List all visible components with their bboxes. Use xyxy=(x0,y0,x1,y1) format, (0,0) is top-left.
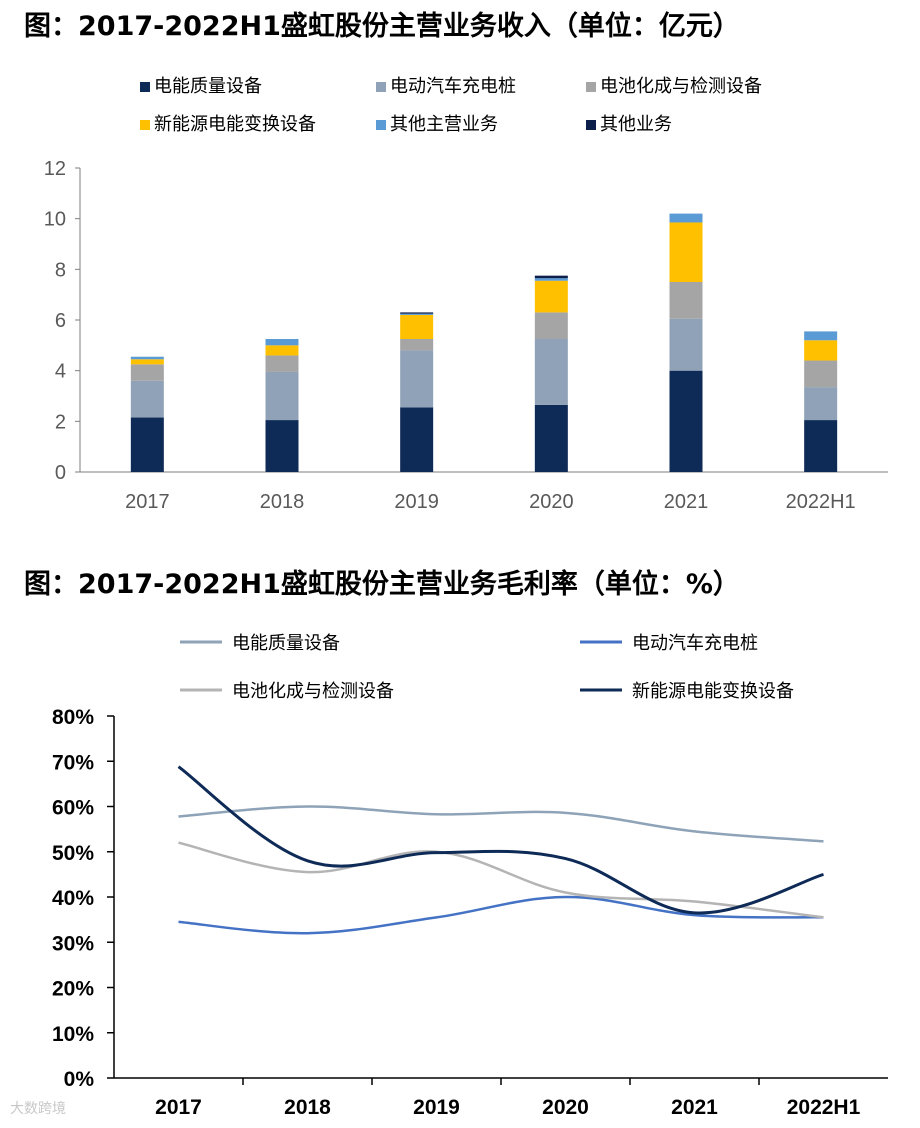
bar-segment xyxy=(534,312,568,339)
x-tick-label: 2021 xyxy=(671,1096,718,1119)
y-tick-label: 6 xyxy=(55,310,66,332)
legend-swatch xyxy=(140,120,150,130)
legend-label: 新能源电能变换设备 xyxy=(632,681,794,702)
x-tick-label: 2022H1 xyxy=(786,491,856,513)
bar-segment xyxy=(400,350,434,408)
y-tick-label: 4 xyxy=(55,361,66,383)
legend-label: 电能质量设备 xyxy=(154,76,262,97)
legend-swatch xyxy=(586,82,596,92)
bar-segment xyxy=(130,380,164,418)
bar-segment xyxy=(265,420,299,472)
series-line xyxy=(178,805,824,843)
bar-segment xyxy=(804,340,838,361)
legend-label: 电动汽车充电桩 xyxy=(390,76,516,97)
bar-segment xyxy=(265,371,299,421)
chart1-title: 图：2017-2022H1盛虹股份主营业务收入（单位：亿元） xyxy=(24,11,740,42)
bar-segment xyxy=(534,404,568,472)
bar-segment xyxy=(804,331,838,341)
legend-label: 电动汽车充电桩 xyxy=(632,633,758,654)
y-tick-label: 10 xyxy=(44,209,66,231)
y-tick-label: 30% xyxy=(52,932,94,955)
x-tick-label: 2020 xyxy=(542,1096,589,1119)
bar-segment xyxy=(669,282,703,319)
y-tick-label: 70% xyxy=(52,751,94,774)
bar-segment xyxy=(130,359,164,365)
y-tick-label: 0% xyxy=(64,1068,95,1091)
bar-segment xyxy=(669,318,703,371)
y-tick-label: 80% xyxy=(52,706,94,729)
bar-segment xyxy=(130,364,164,381)
bar-segment xyxy=(130,356,164,360)
legend-label: 电池化成与检测设备 xyxy=(232,681,394,702)
y-tick-label: 2 xyxy=(55,411,66,433)
x-tick-label: 2020 xyxy=(529,491,574,513)
bar-segment xyxy=(534,278,568,281)
y-tick-label: 50% xyxy=(52,842,94,865)
y-tick-label: 10% xyxy=(52,1023,94,1046)
bar-segment xyxy=(534,280,568,313)
legend-label: 电池化成与检测设备 xyxy=(600,76,762,97)
series-line xyxy=(178,895,824,935)
x-tick-label: 2017 xyxy=(125,491,170,513)
x-tick-label: 2019 xyxy=(413,1096,460,1119)
legend-label: 其他业务 xyxy=(600,114,672,135)
legend-label: 电能质量设备 xyxy=(232,633,340,654)
legend-label: 新能源电能变换设备 xyxy=(154,114,316,135)
x-tick-label: 2018 xyxy=(284,1096,331,1119)
bar-segment xyxy=(400,314,434,339)
bar-segment xyxy=(130,417,164,472)
legend-swatch xyxy=(376,120,386,130)
bar-segment xyxy=(804,420,838,472)
x-tick-label: 2022H1 xyxy=(787,1096,861,1119)
bar-segment xyxy=(669,213,703,223)
bar-segment xyxy=(534,339,568,405)
watermark: 大数跨境 xyxy=(10,1101,66,1117)
y-tick-label: 8 xyxy=(55,259,66,281)
y-tick-label: 12 xyxy=(44,158,66,180)
x-tick-label: 2017 xyxy=(155,1096,202,1119)
series-line xyxy=(178,841,824,919)
legend-swatch xyxy=(586,120,596,130)
legend-swatch xyxy=(140,82,150,92)
legend-swatch xyxy=(376,82,386,92)
y-tick-label: 60% xyxy=(52,797,94,820)
bar-segment xyxy=(669,370,703,472)
bar-segment xyxy=(265,345,299,356)
series-line xyxy=(177,765,824,915)
legend-label: 其他主营业务 xyxy=(390,114,498,135)
bar-segment xyxy=(400,313,434,315)
y-tick-label: 20% xyxy=(52,978,94,1001)
bar-segment xyxy=(804,360,838,388)
chart2-title: 图：2017-2022H1盛虹股份主营业务毛利率（单位：%） xyxy=(24,569,740,600)
y-tick-label: 0 xyxy=(55,462,66,484)
x-tick-label: 2018 xyxy=(260,491,305,513)
bar-segment xyxy=(265,355,299,372)
x-tick-label: 2021 xyxy=(664,491,709,513)
bar-segment xyxy=(400,339,434,351)
bar-segment xyxy=(400,312,434,314)
x-tick-label: 2019 xyxy=(394,491,439,513)
bar-segment xyxy=(669,222,703,282)
bar-segment xyxy=(534,275,568,279)
y-tick-label: 40% xyxy=(52,887,94,910)
bar-segment xyxy=(400,407,434,472)
bar-segment xyxy=(804,387,838,421)
bar-segment xyxy=(265,339,299,346)
